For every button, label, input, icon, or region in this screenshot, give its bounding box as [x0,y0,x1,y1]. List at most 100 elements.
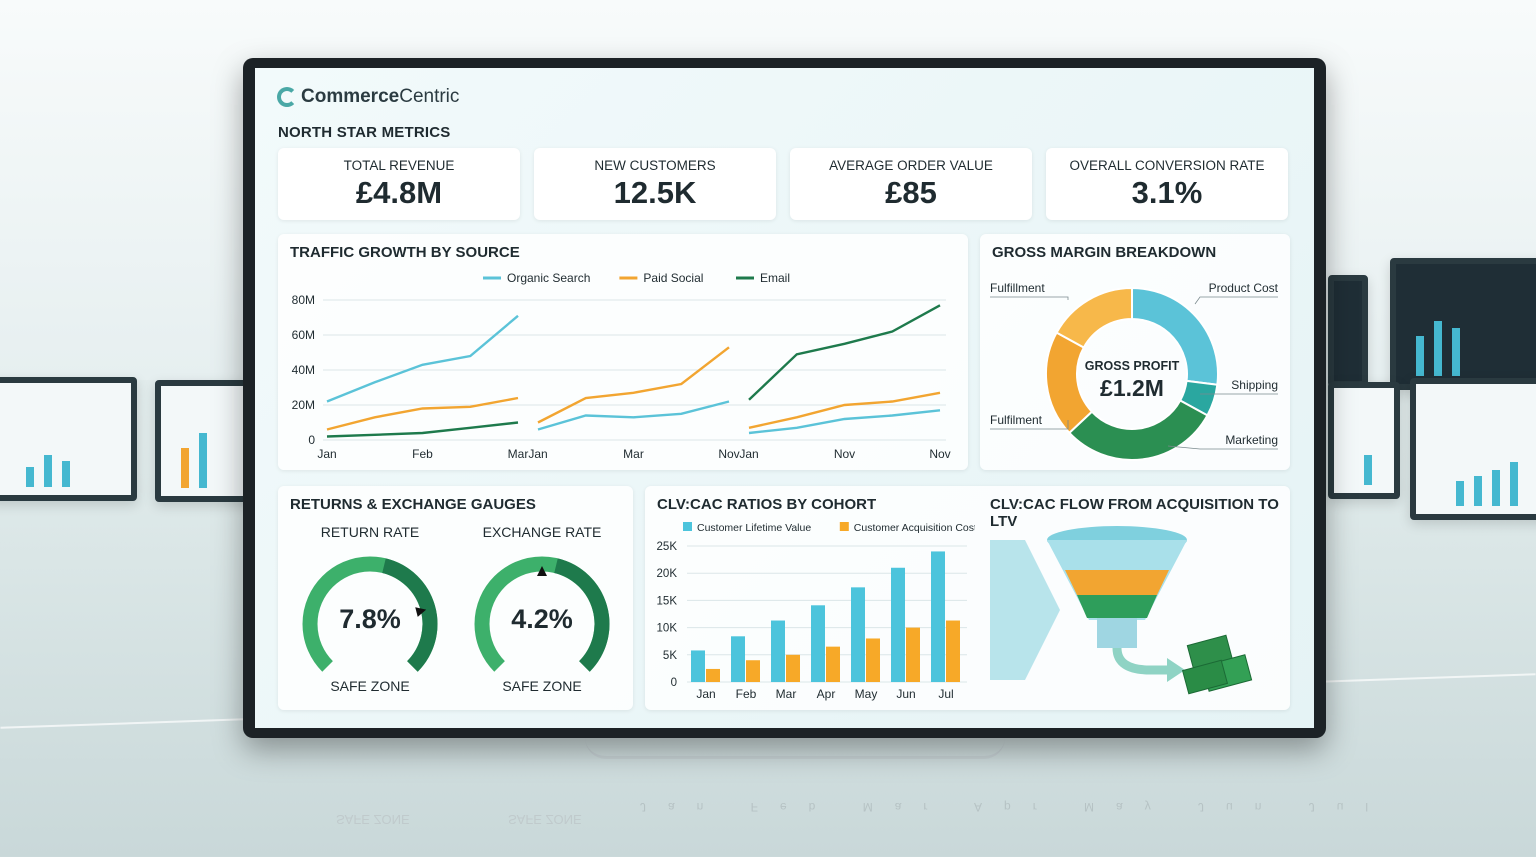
slice-leader-line [1167,445,1278,450]
background-monitor-right-4 [1410,378,1536,520]
legend-label: Email [760,271,790,285]
x-tick-label: Jun [896,687,915,701]
x-tick-label: Mar [623,447,644,461]
exchange-rate-label: EXCHANGE RATE [482,524,602,540]
bar-clv [691,650,705,682]
x-tick-label: Mar [776,687,797,701]
slice-leader-line [1194,296,1278,305]
x-tick-label: Nov [929,447,950,461]
bar-cac [946,620,960,682]
background-monitor-right [1390,258,1536,390]
series-line-paid-social [326,396,519,431]
margin-title: GROSS MARGIN BREAKDOWN [992,244,1217,261]
north-star-title: NORTH STAR METRICS [278,124,451,141]
donut-slice [1045,331,1094,435]
y-tick-label: 25K [657,541,678,553]
reflection-safe-zone-1: SAFE ZONE [336,812,410,827]
background-monitor-left-2 [155,380,255,502]
y-tick-label: 0 [671,677,677,689]
brand[interactable]: CommerceCentric [277,86,459,108]
bar-cac [746,660,760,682]
reflection-safe-zone-2: SAFE ZONE [508,812,582,827]
bar-clv [811,605,825,682]
funnel-icon [1047,526,1187,682]
x-tick-label: Jan [696,687,715,701]
gross-margin-donut: Product Cost Shipping Marketing Fulfilment F… [990,281,1279,461]
x-tick-label: Nov [834,447,855,461]
commerce-logo-icon [277,87,297,107]
screen-reflection: Jan Feb Mar Apr May Jun Jul [640,800,1391,814]
returns-card[interactable]: RETURNS & EXCHANGE GAUGES RETURN RATE 7.… [278,486,633,710]
x-tick-label: Mar [508,447,529,461]
donut-slice [1055,286,1133,349]
clv-cac-bar-chart: Customer Lifetime Value Customer Acquisit… [657,522,975,701]
x-tick-label: Nov [718,447,739,461]
kpi-value: £4.8M [355,175,443,210]
kpi-label: OVERALL CONVERSION RATE [1069,158,1265,173]
legend-label: Customer Acquisition Cost [854,522,975,534]
kpi-new-customers[interactable]: NEW CUSTOMERS 12.5K [534,148,776,220]
kpi-total-revenue[interactable]: TOTAL REVENUE £4.8M [278,148,520,220]
legend-swatch [839,522,849,531]
gauge-graphics [302,556,610,672]
monitor-stand [585,738,1005,759]
bar-clv [931,551,945,682]
series-line-paid-social [537,346,730,424]
kpi-label: AVERAGE ORDER VALUE [829,158,993,173]
y-tick-label: 20M [292,398,315,412]
returns-title: RETURNS & EXCHANGE GAUGES [290,496,536,513]
x-tick-label: Jul [938,687,953,701]
traffic-line-chart: Organic Search Paid Social Email 0 20M 40M 60M… [292,271,951,461]
exchange-rate-zone: SAFE ZONE [502,678,582,694]
y-tick-label: 40M [292,363,315,377]
y-tick-label: 80M [292,293,315,307]
y-tick-label: 15K [657,595,678,607]
gauge-fill [553,558,610,672]
kpi-conversion-rate[interactable]: OVERALL CONVERSION RATE 3.1% [1046,148,1288,220]
return-rate-value: 7.8% [339,604,401,634]
bar-clv [731,636,745,682]
bar-cac [866,638,880,682]
acquisition-flow-graphic [990,526,1253,695]
donut-center-value: £1.2M [1100,375,1164,401]
slice-leader-line [990,296,1069,300]
clv-title: CLV:CAC RATIOS BY COHORT [657,496,877,513]
clv-card[interactable]: CLV:CAC RATIOS BY COHORT CLV:CAC FLOW FR… [645,486,1290,710]
background-monitor-right-2 [1328,275,1368,387]
margin-card[interactable]: GROSS MARGIN BREAKDOWN Product Cost Shipp… [980,234,1290,470]
kpi-label: NEW CUSTOMERS [594,158,716,173]
return-rate-zone: SAFE ZONE [330,678,410,694]
kpi-value: 3.1% [1131,175,1203,210]
bar-cac [906,627,920,682]
kpi-average-order-value[interactable]: AVERAGE ORDER VALUE £85 [790,148,1032,220]
bar-cac [826,646,840,682]
gauge-needle-icon [537,566,547,576]
x-tick-label: Apr [817,687,836,701]
return-rate-label: RETURN RATE [320,524,420,540]
legend-label: Paid Social [643,271,703,285]
bar-clv [771,620,785,682]
legend-label: Customer Lifetime Value [697,522,811,534]
donut-center-label: GROSS PROFIT [1085,359,1180,373]
series-line-paid-social [748,391,941,429]
kpi-label: TOTAL REVENUE [343,158,455,173]
slice-label: Fulfillment [990,281,1045,295]
kpi-value: 12.5K [613,175,697,210]
y-tick-label: 60M [292,328,315,342]
gauge-needle-icon [415,607,427,617]
flow-arrow-icon [990,540,1060,680]
legend-swatch [683,522,692,531]
y-tick-label: 5K [663,650,677,662]
bar-clv [891,567,905,682]
slice-label: Fulfilment [990,413,1043,427]
legend-label: Organic Search [507,271,590,285]
bar-cac [786,654,800,682]
x-tick-label: Jan [739,447,758,461]
series-line-email [326,421,519,438]
background-monitor-right-3 [1328,382,1400,499]
bar-clv [851,587,865,682]
bar-cac [706,668,720,682]
traffic-card[interactable]: TRAFFIC GROWTH BY SOURCE Organic Search P… [278,234,968,470]
background-monitor-left [0,377,137,501]
series-line-organic-search [537,400,730,431]
